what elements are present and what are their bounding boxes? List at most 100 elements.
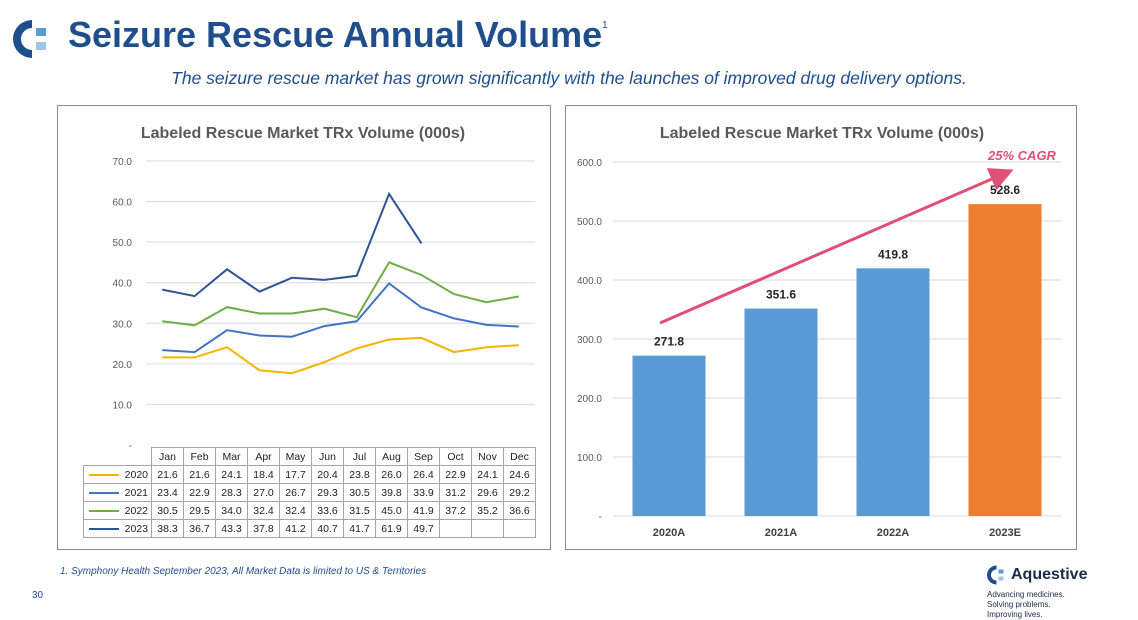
y-tick-label: 10.0 xyxy=(113,400,133,411)
table-header-cell: Nov xyxy=(471,447,504,466)
table-cell: 29.2 xyxy=(503,483,536,502)
table-header-cell: Jul xyxy=(343,447,376,466)
table-row-label: 2022 xyxy=(83,501,152,520)
x-tick-label: 2023E xyxy=(989,527,1021,539)
bar-2023E xyxy=(968,204,1042,516)
table-cell: 31.5 xyxy=(343,501,376,520)
y-tick-label: 40.0 xyxy=(113,279,133,290)
aquestive-small-logo-icon xyxy=(987,565,1004,585)
table-cell: 41.9 xyxy=(407,501,440,520)
brand-block: Aquestive Advancing medicines. Solving p… xyxy=(983,563,1123,620)
table-cell: 61.9 xyxy=(375,519,408,538)
y-tick-label: - xyxy=(599,512,602,523)
y-tick-label: 200.0 xyxy=(577,394,602,405)
table-header-row: Jan Feb Mar Apr May Jun Jul Aug Sep Oct … xyxy=(84,447,536,466)
table-cell: 22.9 xyxy=(183,483,216,502)
bar-chart-panel: Labeled Rescue Market TRx Volume (000s) … xyxy=(565,105,1077,550)
table-row: 2020 21.6 21.6 24.1 18.4 17.7 20.4 23.8 … xyxy=(83,465,536,484)
page-title: Seizure Rescue Annual Volume1 xyxy=(68,14,608,56)
table-cell: 43.3 xyxy=(215,519,248,538)
table-cell: 38.3 xyxy=(151,519,184,538)
series-line-2023 xyxy=(162,191,423,298)
x-tick-label: 2022A xyxy=(877,527,909,539)
table-cell xyxy=(439,519,472,538)
table-header-cell: Aug xyxy=(375,447,408,466)
title-footnote-mark: 1 xyxy=(602,20,608,31)
table-cell: 23.4 xyxy=(151,483,184,502)
table-header-cell: Oct xyxy=(439,447,472,466)
table-cell: 30.5 xyxy=(151,501,184,520)
table-cell: 28.3 xyxy=(215,483,248,502)
table-cell: 41.2 xyxy=(279,519,312,538)
table-row-label: 2021 xyxy=(83,483,152,502)
bar-value-label: 271.8 xyxy=(654,335,684,349)
table-cell: 49.7 xyxy=(407,519,440,538)
y-tick-label: 600.0 xyxy=(577,158,602,169)
table-cell: 17.7 xyxy=(279,465,312,484)
table-cell: 30.5 xyxy=(343,483,376,502)
table-cell: 24.1 xyxy=(215,465,248,484)
table-row: 2023 38.3 36.7 43.3 37.8 41.2 40.7 41.7 … xyxy=(83,519,536,538)
table-cell: 23.8 xyxy=(343,465,376,484)
table-corner xyxy=(84,448,152,466)
cagr-label: 25% CAGR xyxy=(987,148,1057,163)
y-tick-label: 30.0 xyxy=(113,319,133,330)
page-title-text: Seizure Rescue Annual Volume xyxy=(68,14,603,55)
y-tick-label: 20.0 xyxy=(113,360,133,371)
bar-value-label: 528.6 xyxy=(990,183,1020,197)
table-cell: 40.7 xyxy=(311,519,344,538)
legend-swatch xyxy=(88,473,119,476)
line-chart: Labeled Rescue Market TRx Volume (000s) … xyxy=(113,125,535,452)
table-header-cell: Sep xyxy=(407,447,440,466)
table-header-cell: May xyxy=(279,447,312,466)
table-cell: 32.4 xyxy=(247,501,280,520)
bar-chart-title: Labeled Rescue Market TRx Volume (000s) xyxy=(660,125,984,142)
table-cell: 26.7 xyxy=(279,483,312,502)
page-subtitle: The seizure rescue market has grown sign… xyxy=(171,68,967,88)
table-header-cell: Apr xyxy=(247,447,280,466)
line-chart-panel: Labeled Rescue Market TRx Volume (000s) … xyxy=(57,105,551,550)
bar-value-label: 419.8 xyxy=(878,247,908,261)
x-tick-label: 2020A xyxy=(653,527,685,539)
y-tick-label: 100.0 xyxy=(577,453,602,464)
y-tick-label: 60.0 xyxy=(113,198,133,209)
bar-2020A xyxy=(632,355,706,516)
table-cell: 45.0 xyxy=(375,501,408,520)
legend-swatch xyxy=(88,509,119,512)
series-line-2022 xyxy=(162,261,519,327)
table-cell: 37.8 xyxy=(247,519,280,538)
legend-swatch xyxy=(88,491,119,494)
page-number: 30 xyxy=(32,590,44,601)
x-tick-label: 2021A xyxy=(765,527,797,539)
table-cell: 26.0 xyxy=(375,465,408,484)
aquestive-logo-icon xyxy=(13,20,46,58)
table-cell: 22.9 xyxy=(439,465,472,484)
line-chart-title: Labeled Rescue Market TRx Volume (000s) xyxy=(141,125,465,142)
cagr-arrow xyxy=(659,168,1014,325)
table-cell: 21.6 xyxy=(151,465,184,484)
table-header-cell: Dec xyxy=(503,447,536,466)
table-cell: 31.2 xyxy=(439,483,472,502)
table-cell: 35.2 xyxy=(471,501,504,520)
bar-chart: Labeled Rescue Market TRx Volume (000s) … xyxy=(577,125,1061,539)
table-cell: 18.4 xyxy=(247,465,280,484)
table-header-cell: Jan xyxy=(151,447,184,466)
table-cell: 24.1 xyxy=(471,465,504,484)
series-line-2020 xyxy=(162,336,519,375)
table-cell xyxy=(503,519,536,538)
table-row-label: 2020 xyxy=(83,465,152,484)
table-cell: 20.4 xyxy=(311,465,344,484)
y-tick-label: 400.0 xyxy=(577,276,602,287)
table-cell: 39.8 xyxy=(375,483,408,502)
legend-swatch xyxy=(88,527,119,530)
y-tick-label: - xyxy=(129,441,132,447)
table-header-cell: Mar xyxy=(215,447,248,466)
brand-tagline: Advancing medicines. Solving problems. I… xyxy=(987,590,1065,619)
table-row: 2022 30.5 29.5 34.0 32.4 32.4 33.6 31.5 … xyxy=(83,501,536,520)
table-cell: 24.6 xyxy=(503,465,536,484)
table-cell: 29.3 xyxy=(311,483,344,502)
series-line-2021 xyxy=(162,282,519,354)
table-row-label: 2023 xyxy=(83,519,152,538)
y-tick-label: 500.0 xyxy=(577,217,602,228)
table-row: 2021 23.4 22.9 28.3 27.0 26.7 29.3 30.5 … xyxy=(83,483,536,502)
